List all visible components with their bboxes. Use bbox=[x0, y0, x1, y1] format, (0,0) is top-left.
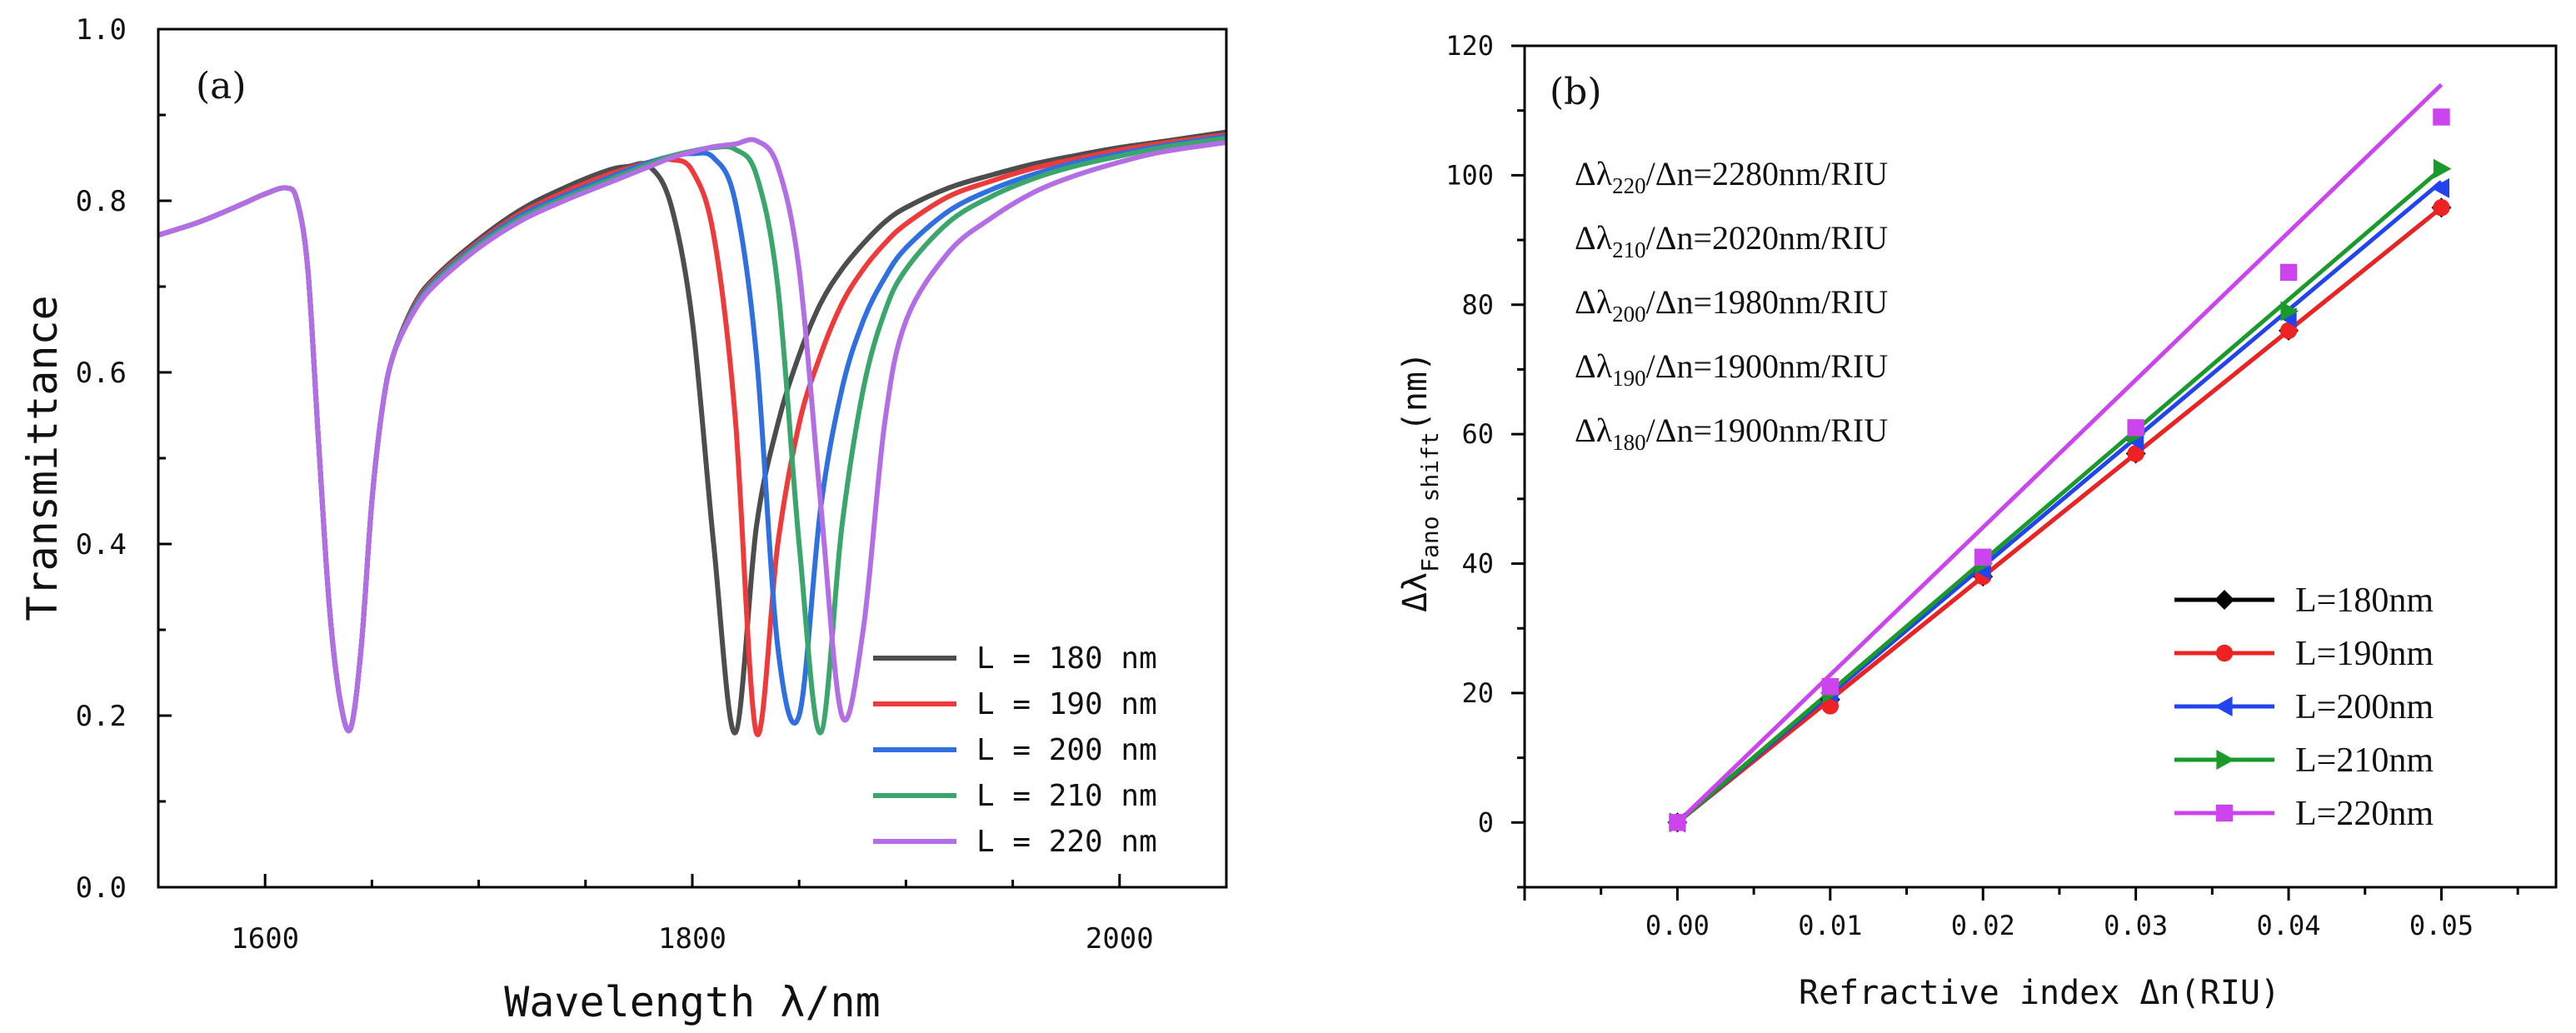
panel-b-x-tick-label: 0.03 bbox=[2104, 910, 2168, 941]
sensitivity-suffix: /Δn=1980nm/RIU bbox=[1646, 283, 1889, 321]
panel-a-y-ticks: 0.0 0.2 0.4 0.6 0.8 1.0 bbox=[76, 13, 172, 905]
panel-b-y-tick-label: 100 bbox=[1445, 159, 1494, 191]
panel-a-legend-label: L = 220 nm bbox=[976, 825, 1157, 859]
panel-b-legend-label: L=220nm bbox=[2295, 795, 2434, 833]
panel-b-sensitivity-text: Δλ190/Δn=1900nm/RIU bbox=[1575, 347, 1888, 391]
sensitivity-prefix: Δλ bbox=[1575, 347, 1613, 385]
panel-b-y-tick-label: 80 bbox=[1461, 289, 1494, 321]
panel-b-legend-swatch-marker bbox=[2215, 644, 2234, 662]
sensitivity-suffix: /Δn=1900nm/RIU bbox=[1646, 347, 1889, 385]
panel-a-x-axis-title: Wavelength λ/nm bbox=[504, 978, 881, 1026]
panel-b-x-tick-label: 0.01 bbox=[1798, 910, 1862, 941]
sensitivity-prefix: Δλ bbox=[1575, 283, 1613, 321]
panel-b-data-point-2 bbox=[1821, 697, 1840, 715]
panel-a-y-axis-title: Transmittance bbox=[18, 295, 67, 621]
panel-b-data-point-2 bbox=[2433, 199, 2450, 217]
sensitivity-subscript: 190 bbox=[1612, 366, 1646, 391]
panel-b-y-ticks: 0 20 40 60 80 100 120 bbox=[1445, 30, 1525, 889]
panel-b-legend-label: L=200nm bbox=[2295, 688, 2434, 726]
panel-a: 1600 1800 2000 0.0 0.2 0.4 0.6 0.8 1.0 (a) Wave… bbox=[18, 13, 1228, 1026]
panel-b-legend-swatch-marker bbox=[2216, 750, 2234, 770]
panel-b-x-tick-label: 0.02 bbox=[1951, 910, 2015, 941]
panel-a-legend-label: L = 180 nm bbox=[976, 641, 1157, 676]
panel-b-sensitivity-annotations: Δλ220/Δn=2280nm/RIUΔλ210/Δn=2020nm/RIUΔλ… bbox=[1575, 155, 1888, 455]
panel-b-legend-label: L=180nm bbox=[2295, 581, 2434, 620]
panel-a-y-tick-label: 0.0 bbox=[76, 871, 127, 905]
panel-b-data-point-2 bbox=[2127, 445, 2144, 462]
panel-b-legend-swatch-marker bbox=[2215, 804, 2234, 822]
sensitivity-prefix: Δλ bbox=[1575, 155, 1613, 192]
panel-b-fit-line-4 bbox=[1675, 167, 2444, 825]
panel-b-data-point-5 bbox=[2433, 108, 2450, 126]
sensitivity-subscript: 200 bbox=[1612, 302, 1646, 327]
panel-a-y-tick-label: 1.0 bbox=[76, 13, 127, 47]
panel-b-x-tick-label: 0.05 bbox=[2409, 910, 2474, 941]
panel-b-label: (b) bbox=[1550, 71, 1602, 113]
sensitivity-suffix: /Δn=2280nm/RIU bbox=[1646, 155, 1889, 192]
sensitivity-suffix: /Δn=1900nm/RIU bbox=[1646, 412, 1889, 449]
panel-b-fit-line-5 bbox=[1675, 82, 2444, 825]
panel-a-x-tick-label: 1800 bbox=[658, 922, 726, 956]
panel-b-legend: L=180nm L=190nm L=200nm L=210nm L=220nm bbox=[2174, 581, 2434, 833]
panel-b-sensitivity-text: Δλ220/Δn=2280nm/RIU bbox=[1575, 155, 1888, 198]
panel-b-data-point-5 bbox=[1669, 814, 1686, 831]
sensitivity-prefix: Δλ bbox=[1575, 219, 1613, 257]
panel-b-y-tick-label: 0 bbox=[1478, 806, 1494, 838]
panel-b-x-ticks: 0.00 0.01 0.02 0.03 0.04 0.05 bbox=[1523, 887, 2519, 941]
panel-b: 0.00 0.01 0.02 0.03 0.04 0.05 0 20 40 60 80 100 120… bbox=[1396, 30, 2558, 1012]
panel-a-y-tick-label: 0.2 bbox=[76, 700, 127, 733]
panel-b-legend-swatch-marker bbox=[2214, 696, 2233, 716]
panel-a-legend-label: L = 210 nm bbox=[976, 779, 1157, 813]
panel-b-sensitivity-text: Δλ210/Δn=2020nm/RIU bbox=[1575, 219, 1888, 262]
panel-a-label: (a) bbox=[196, 65, 247, 107]
panel-b-y-tick-label: 20 bbox=[1461, 677, 1494, 709]
panel-b-data-point-4 bbox=[2433, 158, 2452, 179]
panel-b-sensitivity-text: Δλ180/Δn=1900nm/RIU bbox=[1575, 412, 1888, 455]
panel-b-data-point-5 bbox=[1974, 548, 1992, 566]
panel-b-data-point-3 bbox=[2431, 177, 2450, 198]
panel-b-y-axis-title-sub: Fano shift bbox=[1416, 432, 1444, 572]
sensitivity-prefix: Δλ bbox=[1575, 412, 1613, 449]
sensitivity-subscript: 180 bbox=[1612, 430, 1646, 455]
panel-a-legend-label: L = 190 nm bbox=[976, 687, 1157, 721]
panel-b-data-point-2 bbox=[2279, 322, 2298, 340]
panel-b-y-tick-label: 120 bbox=[1445, 30, 1494, 62]
panel-b-frame bbox=[1523, 44, 2558, 889]
panel-a-y-tick-label: 0.8 bbox=[76, 185, 127, 218]
sensitivity-suffix: /Δn=2020nm/RIU bbox=[1646, 219, 1889, 257]
panel-a-legend-label: L = 200 nm bbox=[976, 733, 1157, 767]
panel-b-legend-label: L=210nm bbox=[2295, 741, 2434, 780]
panel-b-y-axis-title-main: Δλ bbox=[1396, 572, 1435, 612]
panel-b-data-point-4 bbox=[2280, 301, 2299, 322]
panel-a-x-ticks: 1600 1800 2000 bbox=[157, 874, 1228, 956]
panel-b-x-tick-label: 0.00 bbox=[1645, 910, 1710, 941]
panel-b-series bbox=[1667, 82, 2452, 833]
panel-b-y-axis-title-unit: (nm) bbox=[1396, 352, 1435, 432]
panel-b-data-point-5 bbox=[2279, 263, 2298, 282]
panel-b-y-tick-label: 60 bbox=[1461, 418, 1494, 450]
panel-a-x-tick-label: 2000 bbox=[1086, 922, 1154, 956]
panel-a-x-tick-label: 1600 bbox=[231, 922, 299, 956]
panel-a-y-tick-label: 0.4 bbox=[76, 528, 127, 561]
sensitivity-subscript: 220 bbox=[1612, 173, 1646, 198]
panel-a-curves bbox=[157, 129, 1227, 737]
panel-a-series-line-5 bbox=[157, 137, 1227, 733]
panel-b-y-tick-label: 40 bbox=[1461, 548, 1494, 580]
panel-b-fit-line-2 bbox=[1675, 206, 2444, 825]
panel-b-legend-swatch-marker bbox=[2214, 590, 2234, 610]
panel-b-x-tick-label: 0.04 bbox=[2257, 910, 2321, 941]
panel-b-y-axis-title: ΔλFano shift(nm) bbox=[1396, 352, 1444, 612]
panel-b-data-point-5 bbox=[2127, 419, 2144, 437]
panel-b-legend-label: L=190nm bbox=[2295, 635, 2434, 673]
panel-a-y-tick-label: 0.6 bbox=[76, 357, 127, 390]
panel-b-sensitivity-text: Δλ200/Δn=1980nm/RIU bbox=[1575, 283, 1888, 327]
panel-b-data-point-5 bbox=[1821, 677, 1840, 696]
sensitivity-subscript: 210 bbox=[1612, 237, 1646, 262]
panel-b-x-axis-title: Refractive index Δn(RIU) bbox=[1799, 974, 2280, 1012]
panel-a-legend: L = 180 nm L = 190 nm L = 200 nm L = 210 nm… bbox=[873, 641, 1157, 859]
